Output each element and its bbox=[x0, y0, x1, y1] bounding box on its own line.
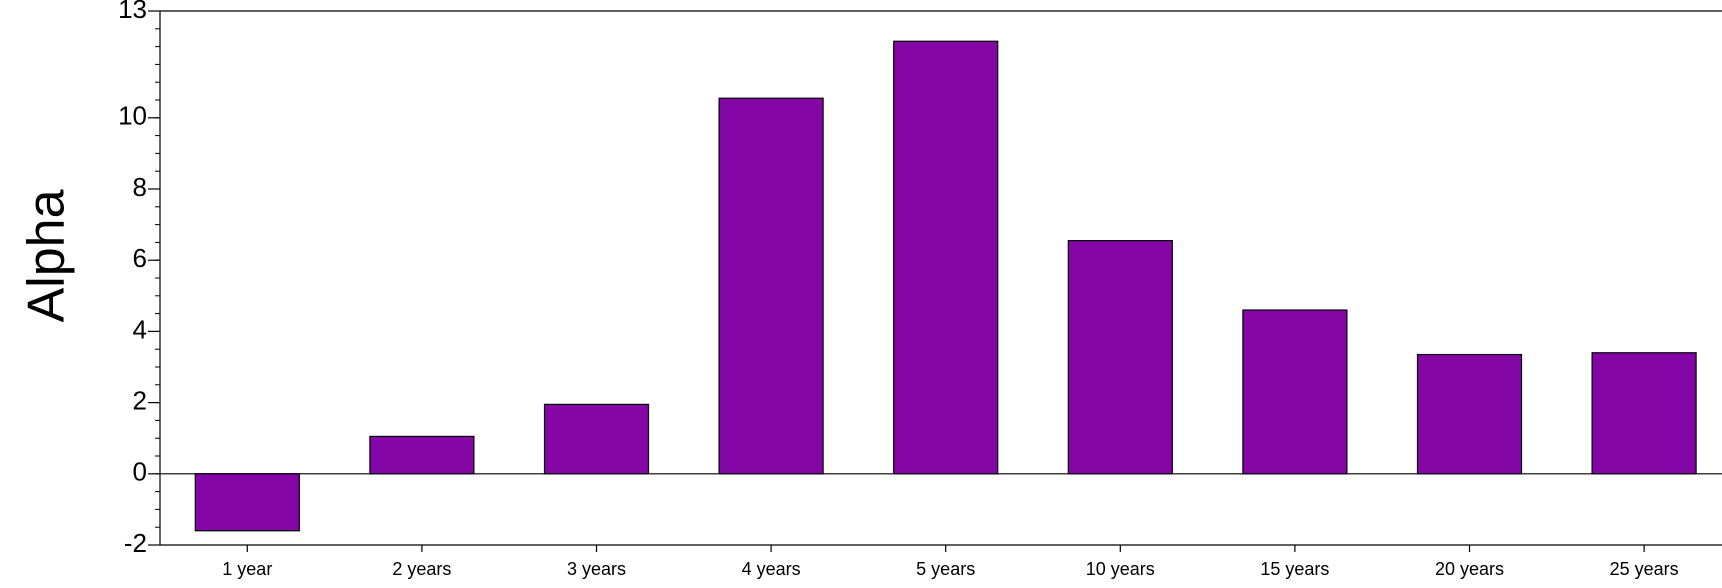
y-axis-label: Alpha bbox=[18, 189, 76, 322]
x-tick-label: 25 years bbox=[1610, 559, 1679, 579]
x-tick-label: 10 years bbox=[1086, 559, 1155, 579]
y-tick-label: 4 bbox=[133, 314, 147, 344]
y-axis-ticks: -2 0 2 4 6 8 10 13 bbox=[118, 0, 160, 558]
y-tick-label: 0 bbox=[133, 457, 147, 487]
bar bbox=[718, 97, 824, 475]
bar bbox=[369, 435, 475, 475]
y-tick-label: 6 bbox=[133, 243, 147, 273]
y-tick-label: 13 bbox=[118, 0, 147, 24]
bar bbox=[194, 473, 300, 532]
x-tick-label: 15 years bbox=[1260, 559, 1329, 579]
bar bbox=[1067, 240, 1173, 475]
y-tick-label: -2 bbox=[124, 528, 147, 558]
bar bbox=[543, 403, 650, 475]
bar bbox=[893, 40, 999, 475]
x-tick-label: 5 years bbox=[916, 559, 975, 579]
x-tick-label: 2 years bbox=[392, 559, 451, 579]
x-tick-label: 1 year bbox=[222, 559, 272, 579]
x-tick-label: 20 years bbox=[1435, 559, 1504, 579]
x-tick-label: 4 years bbox=[742, 559, 801, 579]
bar bbox=[1591, 352, 1697, 475]
bar bbox=[1416, 353, 1523, 475]
x-tick-label: 3 years bbox=[567, 559, 626, 579]
y-tick-label: 10 bbox=[118, 101, 147, 131]
x-axis-ticks: 1 year 2 years 3 years 4 years 5 years 10 yea… bbox=[222, 545, 1679, 579]
y-tick-label: 2 bbox=[133, 385, 147, 415]
bars bbox=[194, 40, 1697, 532]
y-tick-label: 8 bbox=[133, 172, 147, 202]
bar bbox=[1242, 309, 1348, 475]
